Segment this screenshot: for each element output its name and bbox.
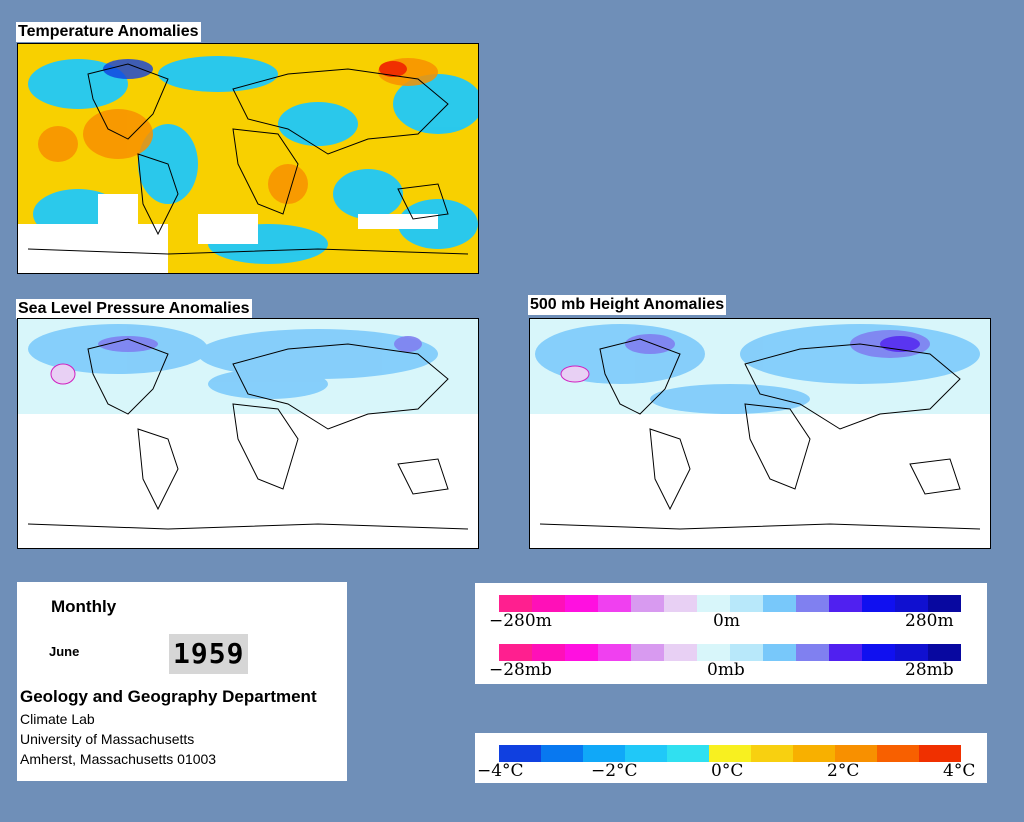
pressure-label-min: −28mb — [489, 660, 552, 680]
address-line: Amherst, Massachusetts 01003 — [20, 751, 217, 767]
temperature-swatch — [835, 745, 877, 762]
height-map-title: 500 mb Height Anomalies — [528, 295, 727, 315]
height-swatch — [664, 595, 697, 612]
pressure-swatch — [928, 644, 961, 661]
500mb-height-map — [529, 318, 991, 549]
height-swatch — [697, 595, 730, 612]
pressure-swatch — [796, 644, 829, 661]
pressure-swatch — [730, 644, 763, 661]
height-swatch — [565, 595, 598, 612]
height-swatch — [598, 595, 631, 612]
slp-map-title: Sea Level Pressure Anomalies — [16, 299, 252, 319]
height-swatch — [895, 595, 928, 612]
height-pressure-legend-panel: −280m 0m 280m −28mb 0mb 28mb — [475, 583, 987, 684]
temperature-swatch — [877, 745, 919, 762]
temperature-swatch — [709, 745, 751, 762]
month-label: June — [49, 644, 80, 659]
temp-label-p4: 4°C — [943, 761, 976, 781]
pressure-label-max: 28mb — [905, 660, 954, 680]
temperature-swatch — [793, 745, 835, 762]
temperature-swatch — [751, 745, 793, 762]
height-label-zero: 0m — [713, 611, 740, 631]
pressure-colorbar — [499, 644, 961, 661]
temperature-map-title: Temperature Anomalies — [16, 22, 201, 42]
sea-level-pressure-map — [17, 318, 479, 549]
temperature-swatch — [919, 745, 961, 762]
temp-label-0: 0°C — [711, 761, 744, 781]
temperature-swatch — [499, 745, 541, 762]
pressure-swatch — [631, 644, 664, 661]
height-swatch — [862, 595, 895, 612]
pressure-swatch — [862, 644, 895, 661]
height-swatch — [631, 595, 664, 612]
height-label-min: −280m — [489, 611, 552, 631]
pressure-label-zero: 0mb — [707, 660, 745, 680]
pressure-swatch — [697, 644, 730, 661]
height-swatch — [532, 595, 565, 612]
temperature-swatch — [583, 745, 625, 762]
pressure-swatch — [763, 644, 796, 661]
temperature-swatch — [667, 745, 709, 762]
height-swatch — [829, 595, 862, 612]
height-swatch — [763, 595, 796, 612]
pressure-swatch — [664, 644, 697, 661]
height-colorbar — [499, 595, 961, 612]
info-panel: Monthly June 1959 Geology and Geography … — [17, 582, 347, 781]
temp-label-m2: −2°C — [591, 761, 638, 781]
temp-label-m4: −4°C — [477, 761, 524, 781]
pressure-swatch — [598, 644, 631, 661]
year-display: 1959 — [169, 634, 249, 674]
temperature-legend-panel: −4°C −2°C 0°C 2°C 4°C — [475, 733, 987, 783]
pressure-swatch — [895, 644, 928, 661]
pressure-swatch — [499, 644, 532, 661]
temperature-swatch — [541, 745, 583, 762]
temperature-colorbar — [499, 745, 961, 762]
pressure-swatch — [532, 644, 565, 661]
pressure-swatch — [565, 644, 598, 661]
height-label-max: 280m — [905, 611, 954, 631]
height-swatch — [730, 595, 763, 612]
height-swatch — [796, 595, 829, 612]
height-swatch — [928, 595, 961, 612]
department-name: Geology and Geography Department — [20, 687, 317, 706]
lab-name: Climate Lab — [20, 711, 95, 727]
temperature-swatch — [625, 745, 667, 762]
university-name: University of Massachusetts — [20, 731, 195, 747]
height-swatch — [499, 595, 532, 612]
frequency-label: Monthly — [51, 597, 117, 616]
temp-label-p2: 2°C — [827, 761, 860, 781]
pressure-swatch — [829, 644, 862, 661]
temperature-anomaly-map — [17, 43, 479, 274]
